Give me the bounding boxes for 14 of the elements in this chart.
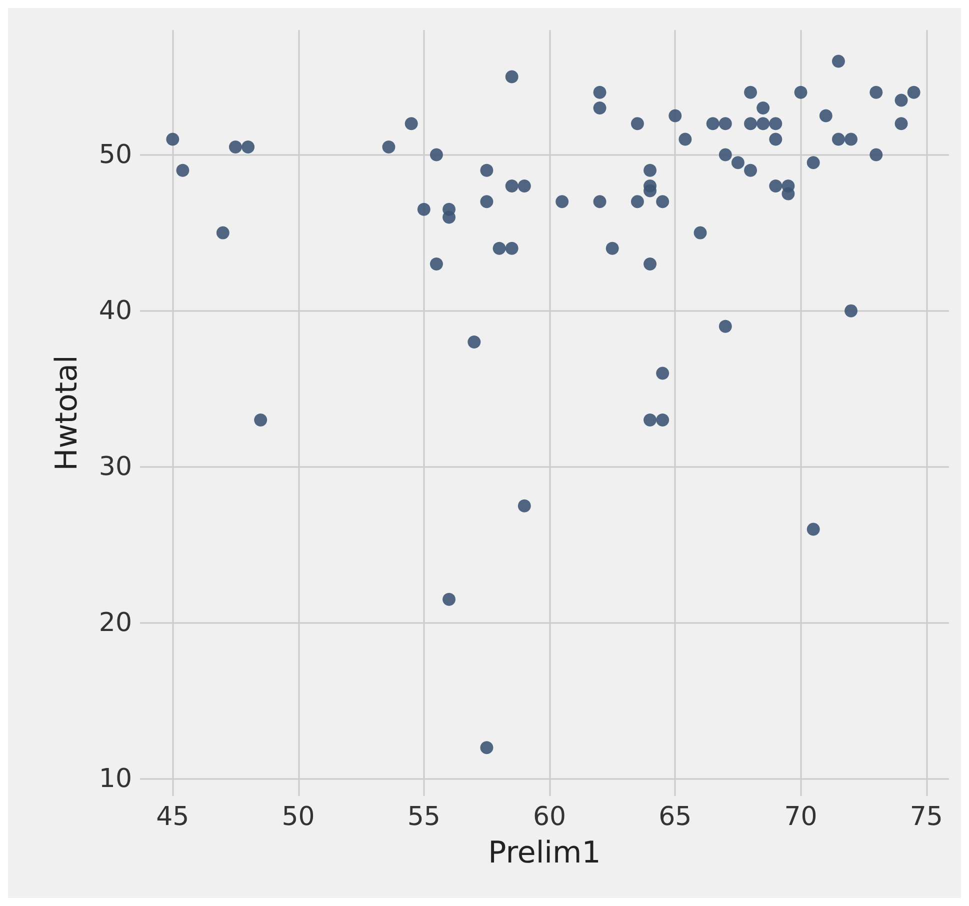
x-axis-title: Prelim1 xyxy=(488,836,601,870)
x-tick-label: 75 xyxy=(910,802,943,832)
y-tick-label: 50 xyxy=(98,140,132,170)
y-tick-label: 10 xyxy=(98,764,132,794)
x-tick-label: 65 xyxy=(658,802,692,832)
x-tick-label: 45 xyxy=(156,802,190,832)
x-tick-label: 70 xyxy=(784,802,818,832)
x-tick-label: 60 xyxy=(532,802,566,832)
x-tick-label: 50 xyxy=(282,802,315,832)
y-axis-title: Hwtotal xyxy=(50,355,84,471)
x-tick-label: 55 xyxy=(407,802,440,832)
y-tick-label: 20 xyxy=(98,608,132,638)
y-tick-label: 40 xyxy=(98,296,132,326)
y-tick-label: 30 xyxy=(98,452,132,482)
